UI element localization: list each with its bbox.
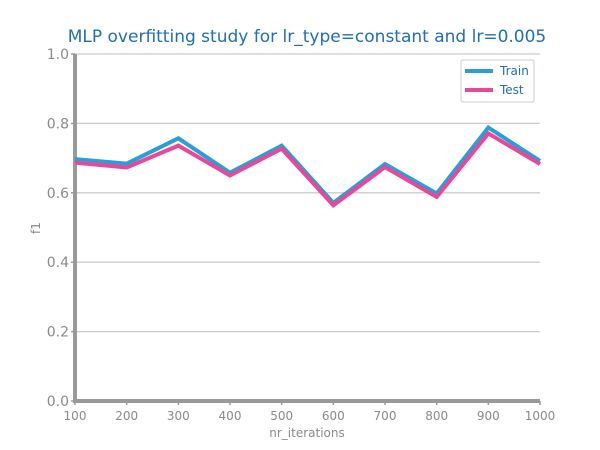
legend: Train Test: [460, 59, 535, 103]
x-tick-label-0: 100: [64, 409, 87, 423]
x-tick-label-4: 500: [270, 409, 293, 423]
y-tick-label-5: 1.0: [47, 47, 69, 63]
legend-label-train: Train: [499, 64, 529, 78]
y-tick-label-2: 0.4: [47, 255, 69, 271]
y-axis-label: f1: [29, 222, 43, 234]
x-tick-label-3: 400: [219, 409, 242, 423]
legend-label-test: Test: [499, 83, 524, 97]
series-lines: [74, 124, 542, 208]
x-tick-labels: 100 200 300 400 500 600 700 800 900 1000: [64, 401, 556, 423]
y-tick-labels: 0.0 0.2 0.4 0.6 0.8 1.0: [47, 47, 75, 410]
y-tick-label-1: 0.2: [47, 325, 69, 341]
y-tick-label-4: 0.8: [47, 116, 69, 132]
x-tick-label-6: 700: [374, 409, 397, 423]
y-tick-label-0: 0.0: [47, 394, 69, 410]
x-axis-label: nr_iterations: [269, 426, 345, 440]
x-tick-label-9: 1000: [525, 409, 556, 423]
y-tick-label-3: 0.6: [47, 186, 69, 202]
x-tick-label-1: 200: [115, 409, 138, 423]
x-tick-label-8: 900: [477, 409, 500, 423]
x-tick-label-5: 600: [322, 409, 345, 423]
chart-title: MLP overfitting study for lr_type=consta…: [68, 27, 547, 47]
axes: [73, 54, 540, 403]
series-line-test: [74, 130, 542, 208]
series-line-train: [74, 124, 542, 206]
grid-lines: [75, 53, 540, 333]
x-tick-label-7: 800: [425, 409, 448, 423]
x-tick-label-2: 300: [167, 409, 190, 423]
